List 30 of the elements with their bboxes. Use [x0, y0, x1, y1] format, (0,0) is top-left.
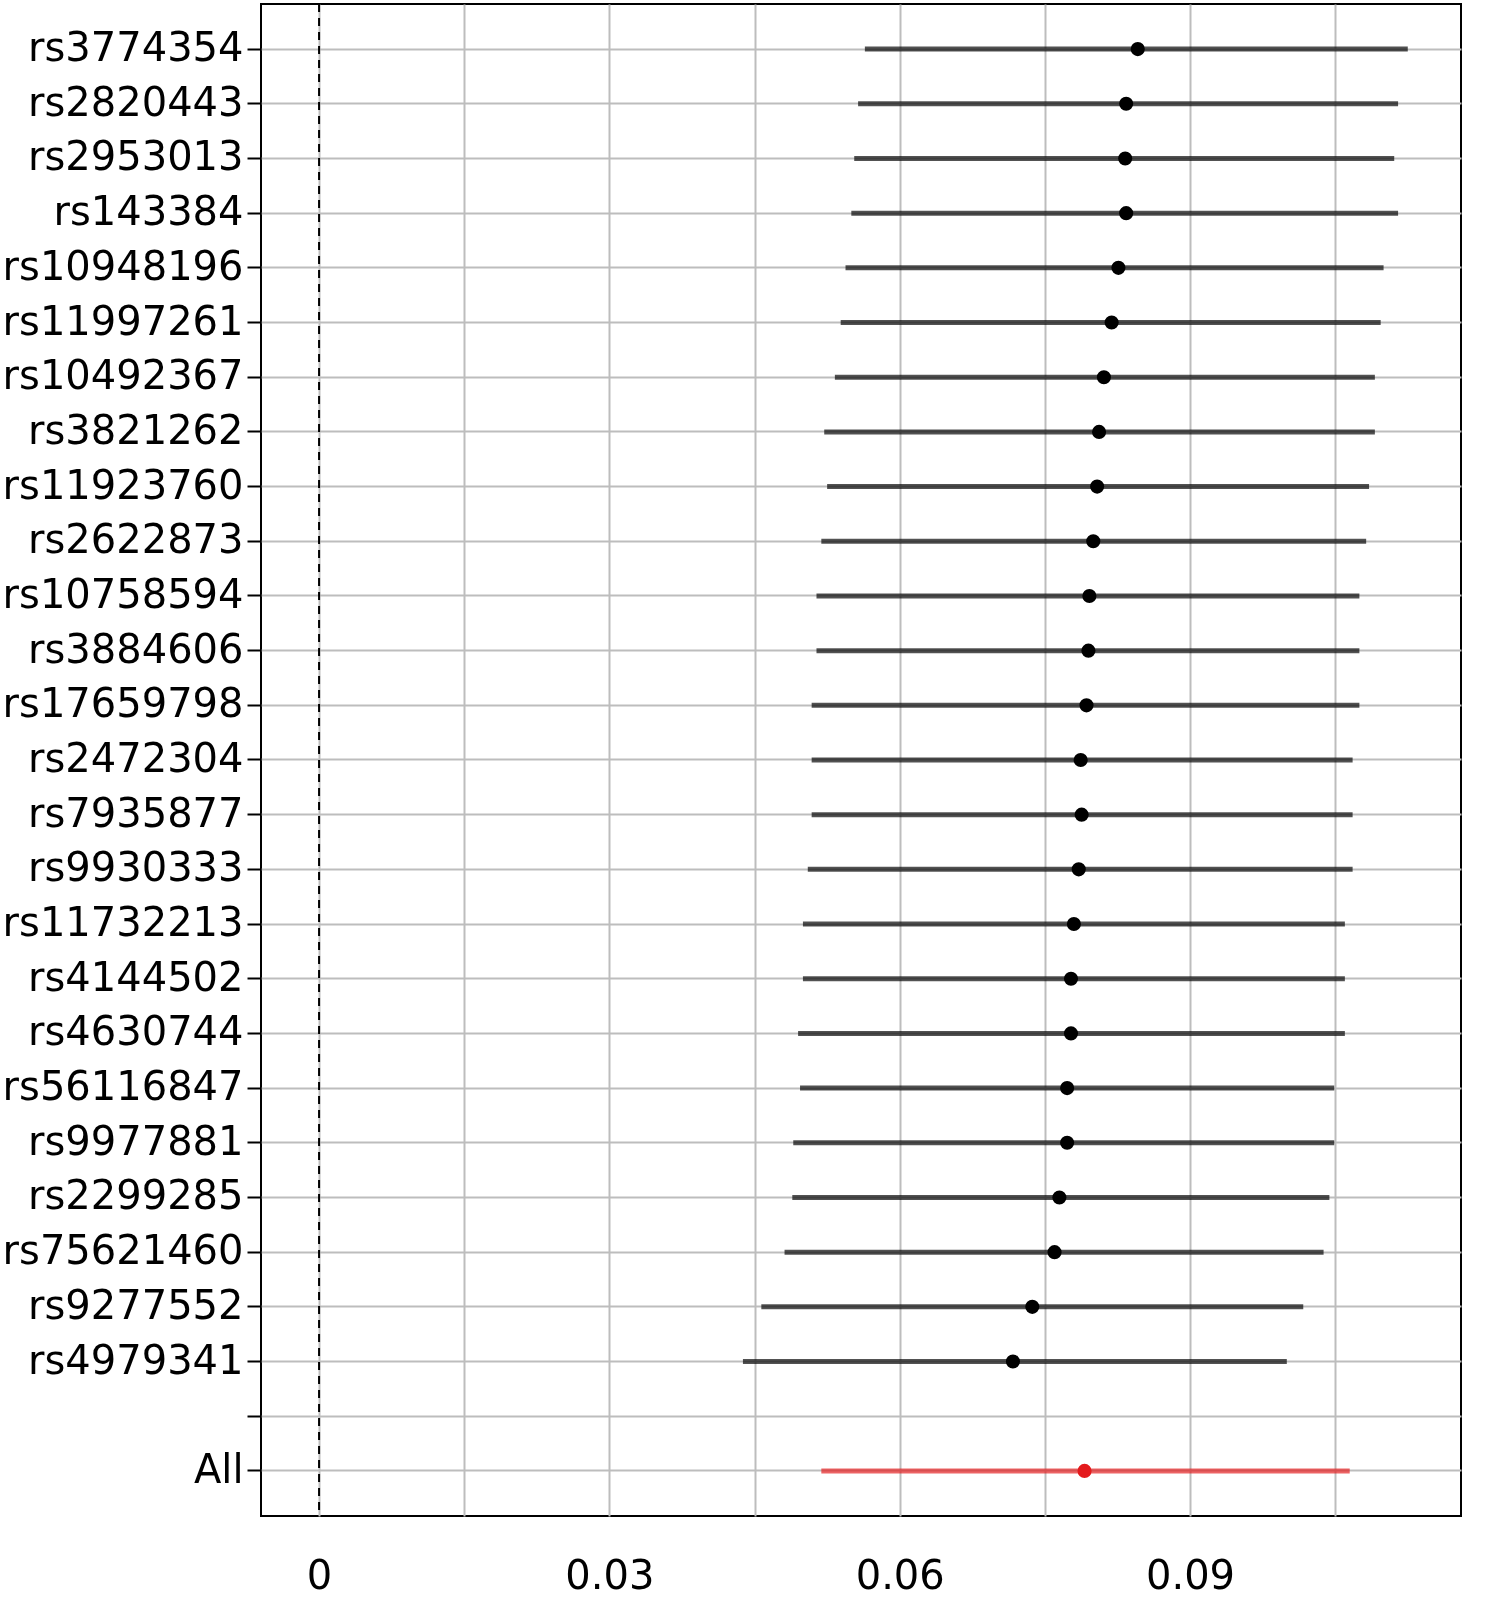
y-tick-label: rs4979341	[28, 1336, 244, 1383]
y-tick-label: rs75621460	[2, 1227, 244, 1274]
y-tick-label: rs11997261	[2, 297, 244, 344]
y-tick-label: rs10948196	[2, 242, 244, 289]
y-tick-label: rs17659798	[2, 680, 244, 727]
y-tick-label: rs9930333	[28, 844, 244, 891]
y-tick-label: rs10492367	[2, 352, 244, 399]
y-tick-label: All	[193, 1445, 244, 1492]
x-tick-label: 0.06	[855, 1551, 945, 1598]
y-tick-label: rs10758594	[2, 570, 244, 617]
y-tick-label: rs3884606	[28, 625, 244, 672]
y-tick-label: rs2820443	[28, 78, 244, 125]
y-tick-label: rs4144502	[28, 953, 244, 1000]
x-tick-label: 0	[306, 1551, 333, 1598]
y-tick-label: rs9277552	[28, 1281, 244, 1328]
y-tick-label: rs3821262	[28, 406, 244, 453]
y-tick-label: rs2299285	[28, 1172, 244, 1219]
y-tick-label: rs11732213	[2, 899, 244, 946]
y-tick-label: rs7935877	[28, 789, 244, 836]
y-tick-label: rs2622873	[28, 516, 244, 563]
y-tick-label: rs2472304	[28, 735, 244, 781]
y-tick-label: rs9977881	[28, 1117, 244, 1164]
x-tick-label: 0.09	[1146, 1551, 1236, 1598]
y-tick-label: rs4630744	[28, 1008, 244, 1055]
y-tick-label: rs143384	[53, 188, 244, 235]
y-tick-label: rs2953013	[28, 133, 244, 180]
y-tick-label: rs3774354	[28, 24, 244, 71]
y-tick-label: rs56116847	[2, 1063, 244, 1110]
y-tick-label: rs11923760	[2, 461, 244, 508]
x-tick-label: 0.03	[565, 1551, 655, 1598]
